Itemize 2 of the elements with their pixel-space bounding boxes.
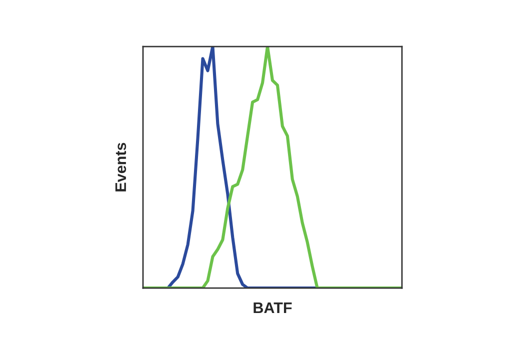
y-axis-title: Events (115, 142, 126, 192)
x-axis-title: BATF (254, 302, 292, 314)
